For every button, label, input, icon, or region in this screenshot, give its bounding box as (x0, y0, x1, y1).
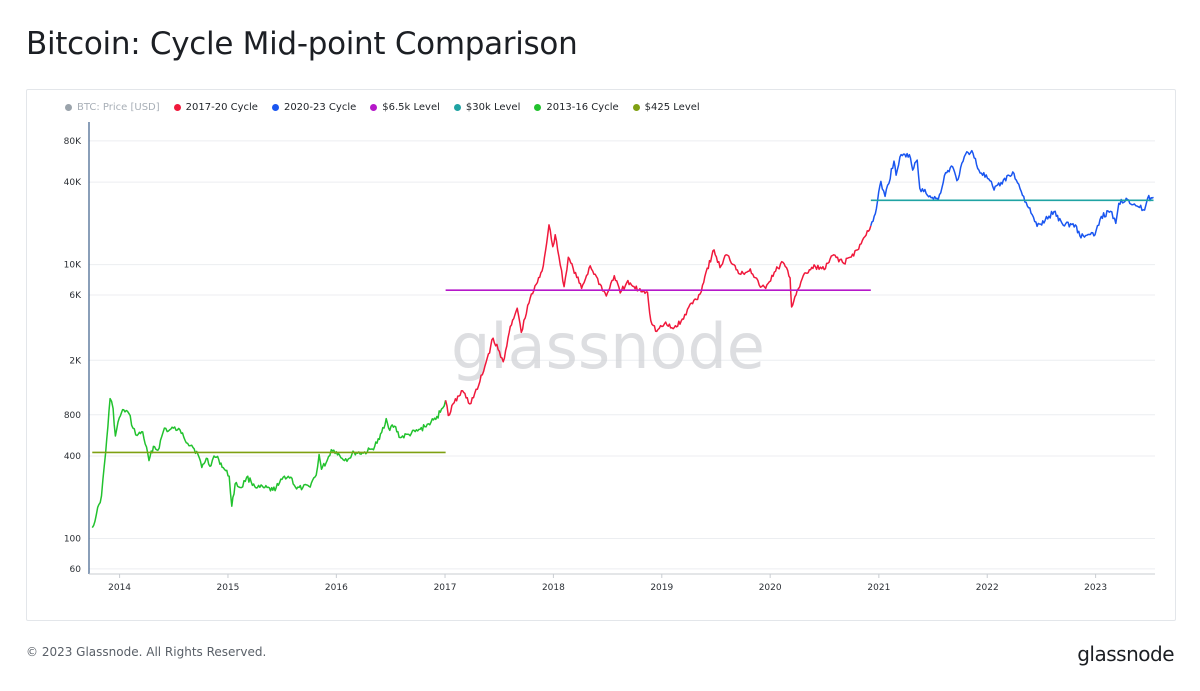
legend-dot-icon (534, 104, 542, 111)
y-tick-label: 40K (64, 178, 82, 188)
y-tick-label: 100 (64, 534, 81, 544)
watermark-text: glassnode (451, 310, 765, 383)
legend-item[interactable]: $6.5k Level (370, 102, 440, 113)
y-tick-label: 80K (64, 137, 82, 147)
y-tick-label: 400 (64, 452, 81, 462)
legend-label: 2017-20 Cycle (185, 102, 258, 113)
y-tick-label: 10K (64, 261, 82, 271)
page-title: Bitcoin: Cycle Mid-point Comparison (26, 26, 578, 62)
y-tick-label: 800 (64, 411, 81, 421)
legend-label: $6.5k Level (382, 102, 440, 113)
x-tick-label: 2023 (1084, 583, 1107, 593)
x-tick-label: 2019 (650, 583, 673, 593)
price-chart: 60 100 400 800 2K 6K 10K 40K 80K glassnode 2014 201… (64, 122, 1155, 593)
legend-item[interactable]: 2020-23 Cycle (271, 102, 357, 113)
x-tick-label: 2014 (108, 583, 131, 593)
series-line (870, 149, 1154, 239)
y-tick-label: 60 (70, 565, 82, 575)
series-line (91, 397, 447, 528)
legend-dot-icon (453, 104, 461, 111)
x-tick-label: 2018 (542, 583, 565, 593)
x-tick-label: 2020 (759, 583, 782, 593)
x-tick-label: 2022 (976, 583, 999, 593)
chart-legend: BTC: Price [USD] 2017-20 Cycle 2020-23 Cyc… (65, 102, 700, 113)
legend-item[interactable]: $425 Level (632, 102, 700, 113)
legend-dot-icon (271, 104, 279, 111)
y-tick-label: 2K (69, 356, 82, 366)
legend-label: $425 Level (644, 102, 700, 113)
series-line (444, 224, 872, 417)
legend-dot-icon (173, 104, 181, 111)
legend-label: $30k Level (465, 102, 521, 113)
y-tick-label: 6K (69, 291, 82, 301)
legend-label: 2013-16 Cycle (546, 102, 619, 113)
legend-dot-icon (632, 104, 640, 111)
chart-frame: BTC: Price [USD] 2017-20 Cycle 2020-23 Cyc… (26, 89, 1176, 621)
x-tick-label: 2021 (867, 583, 890, 593)
legend-label: BTC: Price [USD] (77, 102, 160, 113)
glassnode-logo: glassnode (1077, 642, 1174, 666)
legend-label: 2020-23 Cycle (283, 102, 357, 113)
legend-dot-icon (65, 104, 72, 111)
legend-dot-icon (370, 104, 378, 111)
legend-item[interactable]: BTC: Price [USD] (65, 102, 160, 113)
legend-item[interactable]: $30k Level (453, 102, 521, 113)
legend-item[interactable]: 2017-20 Cycle (173, 102, 258, 113)
x-tick-label: 2015 (217, 583, 240, 593)
x-tick-label: 2017 (434, 583, 457, 593)
copyright-text: © 2023 Glassnode. All Rights Reserved. (26, 645, 267, 659)
x-tick-label: 2016 (325, 583, 348, 593)
legend-item[interactable]: 2013-16 Cycle (534, 102, 619, 113)
